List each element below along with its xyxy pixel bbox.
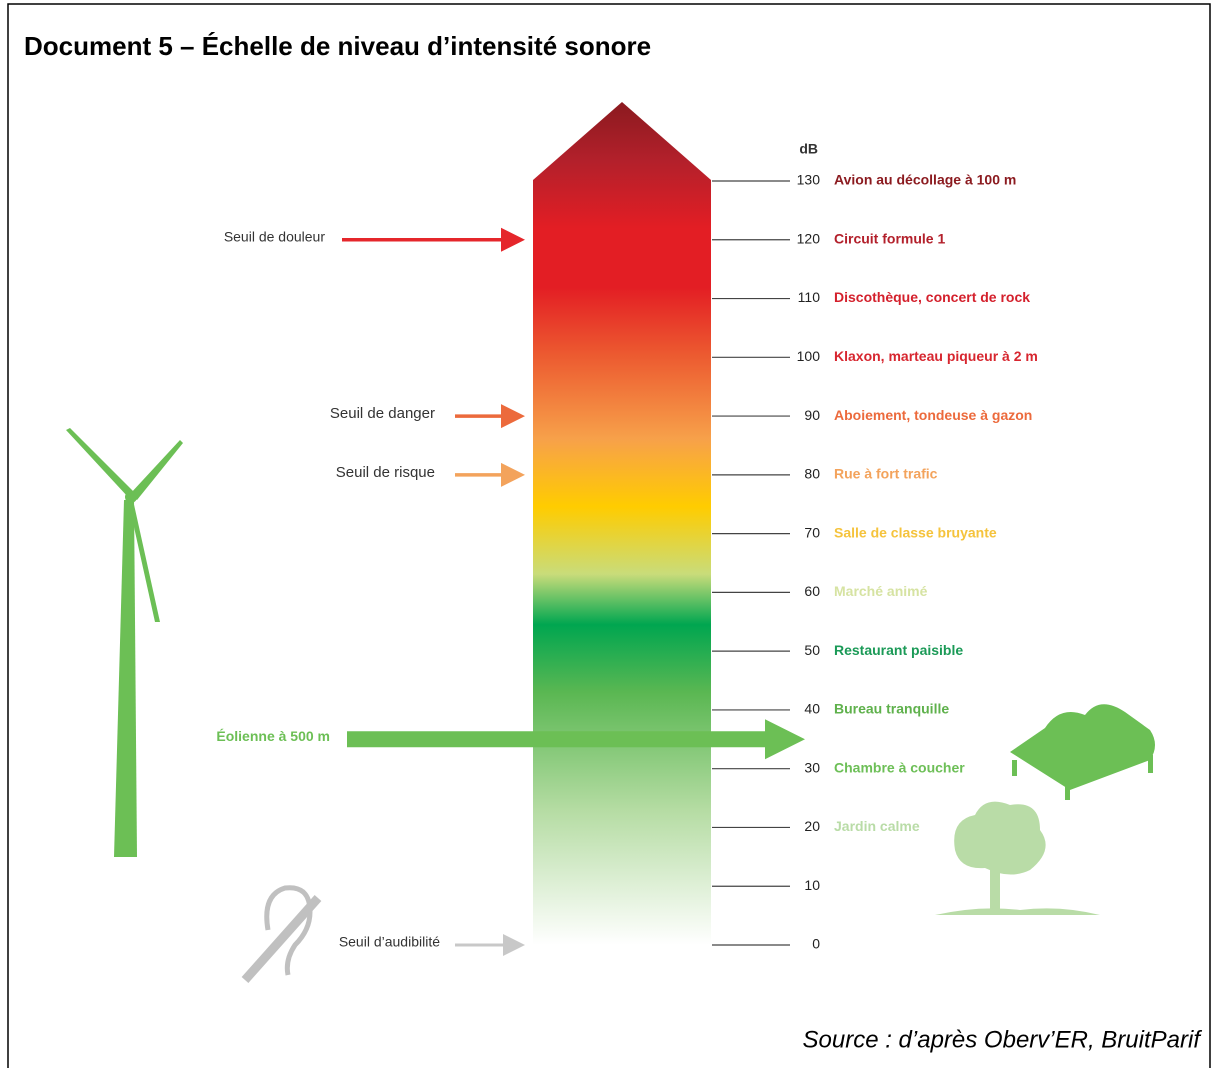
level-label: Rue à fort trafic <box>834 466 938 482</box>
tick-value: 90 <box>804 407 820 423</box>
tick-value: 120 <box>797 230 821 246</box>
tick-value: 60 <box>804 583 820 599</box>
level-label: Chambre à coucher <box>834 759 965 775</box>
tick-value: 0 <box>812 936 820 952</box>
tick-value: 40 <box>804 701 820 717</box>
threshold-label: Seuil d’audibilité <box>339 934 440 950</box>
level-label: Marché animé <box>834 583 928 599</box>
threshold-arrow <box>455 934 525 956</box>
sound-column <box>533 102 711 945</box>
level-label: Circuit formule 1 <box>834 230 945 246</box>
wind-turbine <box>66 428 183 857</box>
level-label: Avion au décollage à 100 m <box>834 172 1016 188</box>
tick-value: 80 <box>804 466 820 482</box>
title: Document 5 – Échelle de niveau d’intensi… <box>24 31 651 61</box>
bed-icon <box>1010 704 1155 800</box>
threshold-label: Éolienne à 500 m <box>216 728 330 744</box>
tick-value: 130 <box>797 172 821 188</box>
level-label: Jardin calme <box>834 818 920 834</box>
level-label: Restaurant paisible <box>834 642 963 658</box>
threshold-arrow <box>455 463 525 487</box>
level-label: Bureau tranquille <box>834 701 949 717</box>
threshold-arrow <box>342 228 525 252</box>
tick-value: 10 <box>804 877 820 893</box>
unit-label: dB <box>799 141 818 157</box>
tick-value: 100 <box>797 348 821 364</box>
document: Document 5 – Échelle de niveau d’intensi… <box>0 0 1215 1068</box>
tree-icon <box>935 802 1100 915</box>
page: Document 5 – Échelle de niveau d’intensi… <box>0 0 1215 1068</box>
tick-value: 70 <box>804 524 820 540</box>
tick-value: 110 <box>798 289 821 305</box>
source: Source : d’après Oberv’ER, BruitParif <box>803 1026 1203 1053</box>
level-label: Klaxon, marteau piqueur à 2 m <box>834 348 1038 364</box>
tick-value: 20 <box>804 818 820 834</box>
threshold-label: Seuil de danger <box>330 405 435 422</box>
tick-value: 50 <box>804 642 820 658</box>
level-label: Salle de classe bruyante <box>834 524 997 540</box>
threshold-label: Seuil de risque <box>336 464 435 481</box>
threshold-label: Seuil de douleur <box>224 228 326 244</box>
level-label: Discothèque, concert de rock <box>834 289 1030 305</box>
ear-icon <box>245 888 318 980</box>
threshold-arrow <box>455 404 525 428</box>
tick-value: 30 <box>804 759 820 775</box>
level-label: Aboiement, tondeuse à gazon <box>834 407 1032 423</box>
